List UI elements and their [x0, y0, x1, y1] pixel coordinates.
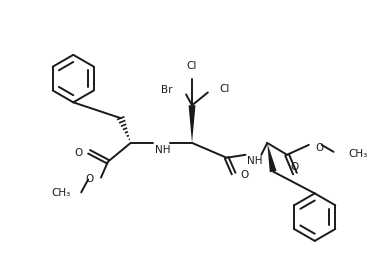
Text: Br: Br	[161, 85, 172, 95]
Polygon shape	[267, 143, 277, 172]
Text: Cl: Cl	[220, 84, 230, 94]
Text: CH₃: CH₃	[348, 149, 368, 159]
Text: NH: NH	[154, 145, 170, 155]
Polygon shape	[189, 105, 195, 143]
Text: Cl: Cl	[187, 61, 197, 71]
Text: O: O	[316, 143, 324, 153]
Text: CH₃: CH₃	[51, 188, 70, 198]
Text: O: O	[241, 170, 249, 180]
Text: O: O	[74, 148, 82, 158]
Text: NH: NH	[246, 156, 262, 166]
Text: O: O	[291, 162, 299, 172]
Text: O: O	[86, 174, 94, 184]
